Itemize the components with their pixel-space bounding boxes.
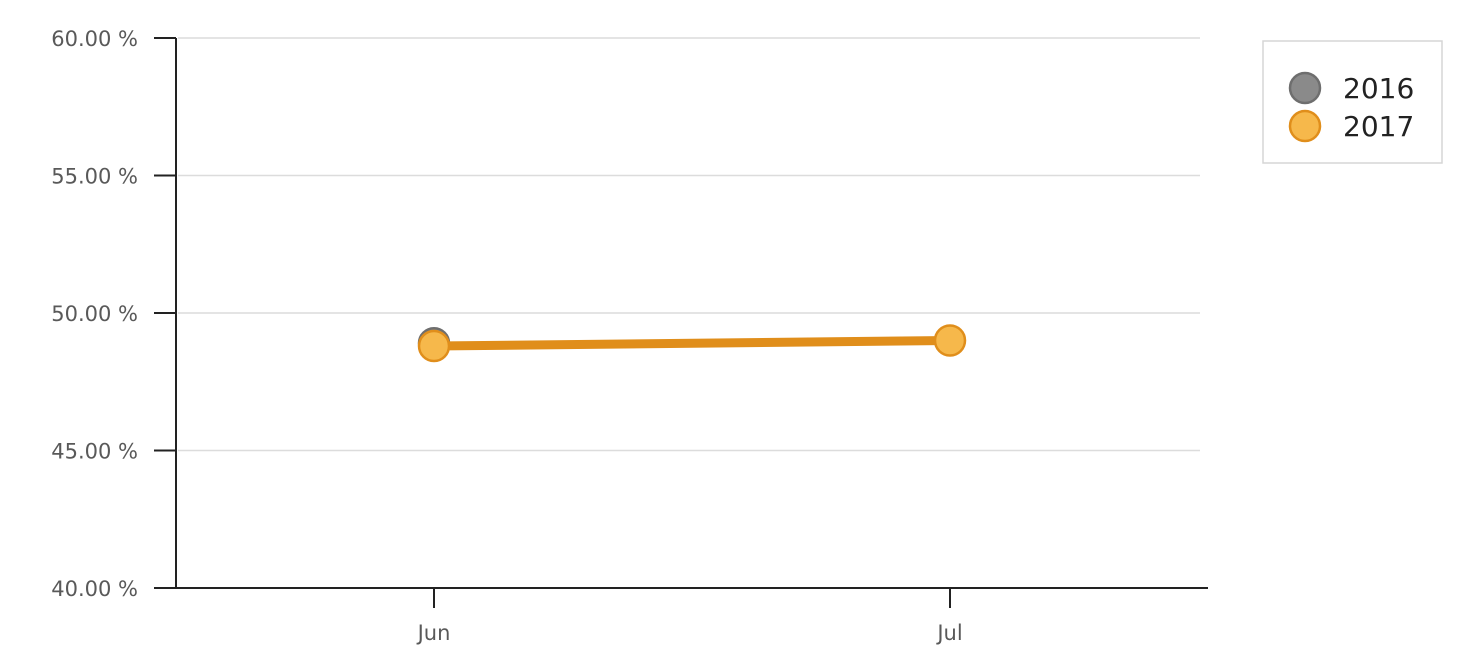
legend-label-2017: 2017 <box>1343 110 1414 143</box>
y-tick-label: 40.00 % <box>51 577 138 601</box>
data-point-2017[interactable] <box>417 329 451 363</box>
legend-marker-2016 <box>1288 71 1322 105</box>
legend-label-2016: 2016 <box>1343 72 1414 105</box>
x-ticks: Jun Jul <box>416 588 963 645</box>
legend-marker-2017 <box>1288 109 1322 143</box>
x-tick-label: Jun <box>416 621 451 645</box>
y-tick-label: 55.00 % <box>51 165 138 189</box>
data-point-2017[interactable] <box>933 324 967 357</box>
y-tick-label: 50.00 % <box>51 302 138 326</box>
series-line-2017 <box>429 336 955 351</box>
x-tick-label: Jul <box>935 621 962 645</box>
gridlines <box>178 37 1200 452</box>
series-layer <box>417 324 967 363</box>
y-tick-label: 60.00 % <box>51 27 138 51</box>
y-ticks: 60.00 % 55.00 % 50.00 % 45.00 % 40.00 % <box>51 27 176 601</box>
legend: 2016 2017 <box>1262 40 1443 164</box>
y-tick-label: 45.00 % <box>51 440 138 464</box>
legend-box <box>1262 40 1443 164</box>
